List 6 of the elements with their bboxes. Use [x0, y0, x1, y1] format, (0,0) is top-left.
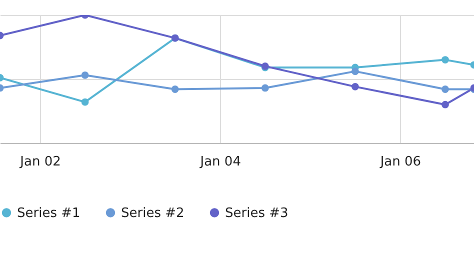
x-tick-label: Jan 04	[199, 154, 241, 170]
x-tick-label: Jan 06	[379, 154, 422, 170]
x-tick-label: Jan 02	[19, 154, 61, 170]
legend-label: Series #3	[225, 206, 288, 221]
legend-label: Series #2	[121, 206, 184, 221]
legend-label: Series #1	[17, 206, 80, 221]
